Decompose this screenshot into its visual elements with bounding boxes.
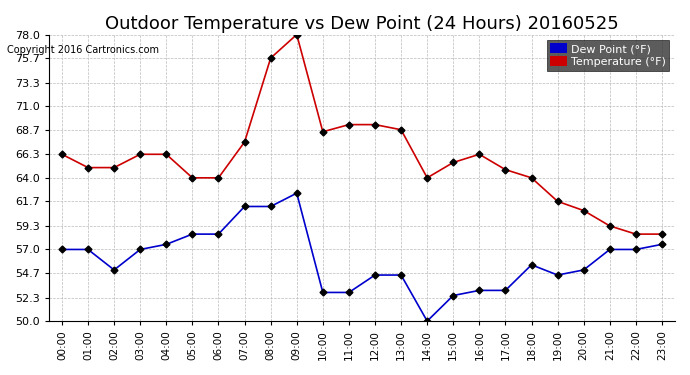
Legend: Dew Point (°F), Temperature (°F): Dew Point (°F), Temperature (°F)	[546, 40, 669, 70]
Title: Outdoor Temperature vs Dew Point (24 Hours) 20160525: Outdoor Temperature vs Dew Point (24 Hou…	[105, 15, 619, 33]
Text: Copyright 2016 Cartronics.com: Copyright 2016 Cartronics.com	[7, 45, 159, 55]
